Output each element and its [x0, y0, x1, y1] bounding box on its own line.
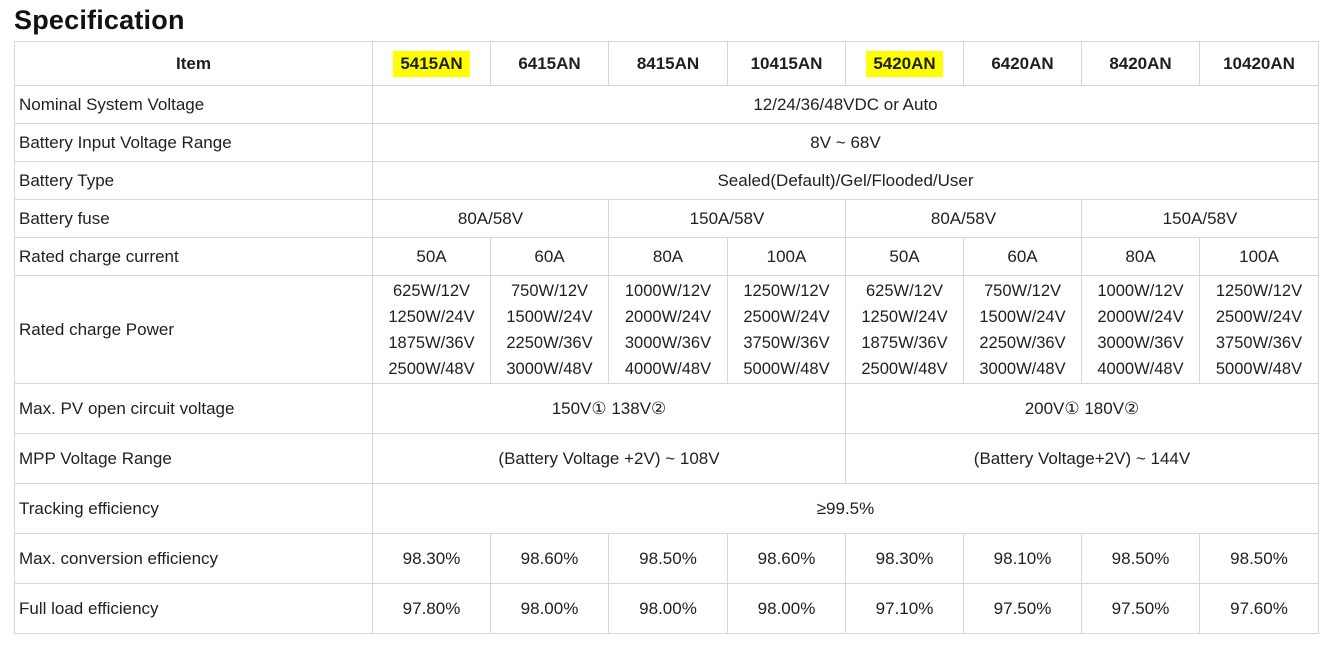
column-header-model-1: 6415AN — [490, 41, 609, 86]
table-row-max-pv-voltage: Max. PV open circuit voltage 150V① 138V②… — [14, 383, 1319, 434]
row-label-battery-input-range: Battery Input Voltage Range — [14, 123, 373, 162]
column-header-model-2: 8415AN — [608, 41, 728, 86]
charge-current-value-0: 50A — [372, 237, 491, 276]
mpp-voltage-range-value-0: (Battery Voltage +2V) ~ 108V — [372, 433, 846, 484]
full-load-value-5: 97.50% — [963, 583, 1082, 634]
max-pv-voltage-value-1: 200V① 180V② — [845, 383, 1319, 434]
table-row-battery-type: Battery Type Sealed(Default)/Gel/Flooded… — [14, 161, 1319, 200]
specification-page: Specification Item 5415AN 6415AN 8415AN … — [0, 5, 1323, 647]
row-label-nominal-voltage: Nominal System Voltage — [14, 85, 373, 124]
table-row-full-load-efficiency: Full load efficiency 97.80% 98.00% 98.00… — [14, 583, 1319, 634]
max-pv-voltage-value-0: 150V① 138V② — [372, 383, 846, 434]
column-header-model-0: 5415AN — [372, 41, 491, 86]
table-row-battery-input-range: Battery Input Voltage Range 8V ~ 68V — [14, 123, 1319, 162]
page-title: Specification — [14, 5, 185, 35]
table-row-battery-fuse: Battery fuse 80A/58V 150A/58V 80A/58V 15… — [14, 199, 1319, 238]
battery-fuse-value-0: 80A/58V — [372, 199, 609, 238]
mpp-voltage-range-value-1: (Battery Voltage+2V) ~ 144V — [845, 433, 1319, 484]
row-label-rated-charge-current: Rated charge current — [14, 237, 373, 276]
charge-current-value-3: 100A — [727, 237, 846, 276]
max-conversion-value-0: 98.30% — [372, 533, 491, 584]
row-value-battery-input-range: 8V ~ 68V — [372, 123, 1319, 162]
column-header-model-6: 8420AN — [1081, 41, 1200, 86]
table-row-mpp-voltage-range: MPP Voltage Range (Battery Voltage +2V) … — [14, 433, 1319, 484]
table-header-row: Item 5415AN 6415AN 8415AN 10415AN 5420AN… — [14, 41, 1319, 86]
row-label-full-load-efficiency: Full load efficiency — [14, 583, 373, 634]
full-load-value-1: 98.00% — [490, 583, 609, 634]
full-load-value-6: 97.50% — [1081, 583, 1200, 634]
full-load-value-2: 98.00% — [608, 583, 728, 634]
row-label-mpp-voltage-range: MPP Voltage Range — [14, 433, 373, 484]
column-header-model-3: 10415AN — [727, 41, 846, 86]
specification-table: Item 5415AN 6415AN 8415AN 10415AN 5420AN… — [14, 41, 1319, 634]
row-label-max-conversion-efficiency: Max. conversion efficiency — [14, 533, 373, 584]
max-conversion-value-5: 98.10% — [963, 533, 1082, 584]
charge-power-value-4: 625W/12V 1250W/24V 1875W/36V 2500W/48V — [845, 275, 964, 384]
column-header-model-4: 5420AN — [845, 41, 964, 86]
table-row-rated-charge-current: Rated charge current 50A 60A 80A 100A 50… — [14, 237, 1319, 276]
charge-power-value-1: 750W/12V 1500W/24V 2250W/36V 3000W/48V — [490, 275, 609, 384]
table-row-rated-charge-power: Rated charge Power 625W/12V 1250W/24V 18… — [14, 275, 1319, 384]
charge-current-value-7: 100A — [1199, 237, 1319, 276]
model-header-label-4: 5420AN — [866, 50, 943, 77]
charge-power-value-2: 1000W/12V 2000W/24V 3000W/36V 4000W/48V — [608, 275, 728, 384]
charge-power-value-0: 625W/12V 1250W/24V 1875W/36V 2500W/48V — [372, 275, 491, 384]
charge-power-value-3: 1250W/12V 2500W/24V 3750W/36V 5000W/48V — [727, 275, 846, 384]
charge-current-value-2: 80A — [608, 237, 728, 276]
max-conversion-value-1: 98.60% — [490, 533, 609, 584]
table-row-tracking-efficiency: Tracking efficiency ≥99.5% — [14, 483, 1319, 534]
column-header-model-5: 6420AN — [963, 41, 1082, 86]
row-value-battery-type: Sealed(Default)/Gel/Flooded/User — [372, 161, 1319, 200]
model-header-label-5: 6420AN — [991, 53, 1054, 73]
row-label-max-pv-voltage: Max. PV open circuit voltage — [14, 383, 373, 434]
full-load-value-3: 98.00% — [727, 583, 846, 634]
row-label-battery-fuse: Battery fuse — [14, 199, 373, 238]
battery-fuse-value-2: 80A/58V — [845, 199, 1082, 238]
max-conversion-value-2: 98.50% — [608, 533, 728, 584]
model-header-label-0: 5415AN — [393, 50, 470, 77]
table-row-max-conversion-efficiency: Max. conversion efficiency 98.30% 98.60%… — [14, 533, 1319, 584]
charge-current-value-4: 50A — [845, 237, 964, 276]
row-value-tracking-efficiency: ≥99.5% — [372, 483, 1319, 534]
max-conversion-value-7: 98.50% — [1199, 533, 1319, 584]
charge-current-value-5: 60A — [963, 237, 1082, 276]
charge-current-value-1: 60A — [490, 237, 609, 276]
row-value-nominal-voltage: 12/24/36/48VDC or Auto — [372, 85, 1319, 124]
model-header-label-7: 10420AN — [1223, 53, 1295, 73]
row-label-tracking-efficiency: Tracking efficiency — [14, 483, 373, 534]
column-header-model-7: 10420AN — [1199, 41, 1319, 86]
battery-fuse-value-1: 150A/58V — [608, 199, 846, 238]
full-load-value-7: 97.60% — [1199, 583, 1319, 634]
full-load-value-4: 97.10% — [845, 583, 964, 634]
charge-power-value-6: 1000W/12V 2000W/24V 3000W/36V 4000W/48V — [1081, 275, 1200, 384]
charge-power-value-5: 750W/12V 1500W/24V 2250W/36V 3000W/48V — [963, 275, 1082, 384]
battery-fuse-value-3: 150A/58V — [1081, 199, 1319, 238]
max-conversion-value-3: 98.60% — [727, 533, 846, 584]
model-header-label-2: 8415AN — [636, 53, 700, 73]
charge-power-value-7: 1250W/12V 2500W/24V 3750W/36V 5000W/48V — [1199, 275, 1319, 384]
column-header-item: Item — [14, 41, 373, 86]
row-label-battery-type: Battery Type — [14, 161, 373, 200]
full-load-value-0: 97.80% — [372, 583, 491, 634]
max-conversion-value-4: 98.30% — [845, 533, 964, 584]
model-header-label-1: 6415AN — [518, 53, 581, 73]
model-header-label-3: 10415AN — [750, 53, 823, 73]
table-row-nominal-voltage: Nominal System Voltage 12/24/36/48VDC or… — [14, 85, 1319, 124]
max-conversion-value-6: 98.50% — [1081, 533, 1200, 584]
model-header-label-6: 8420AN — [1109, 53, 1172, 73]
row-label-rated-charge-power: Rated charge Power — [14, 275, 373, 384]
charge-current-value-6: 80A — [1081, 237, 1200, 276]
